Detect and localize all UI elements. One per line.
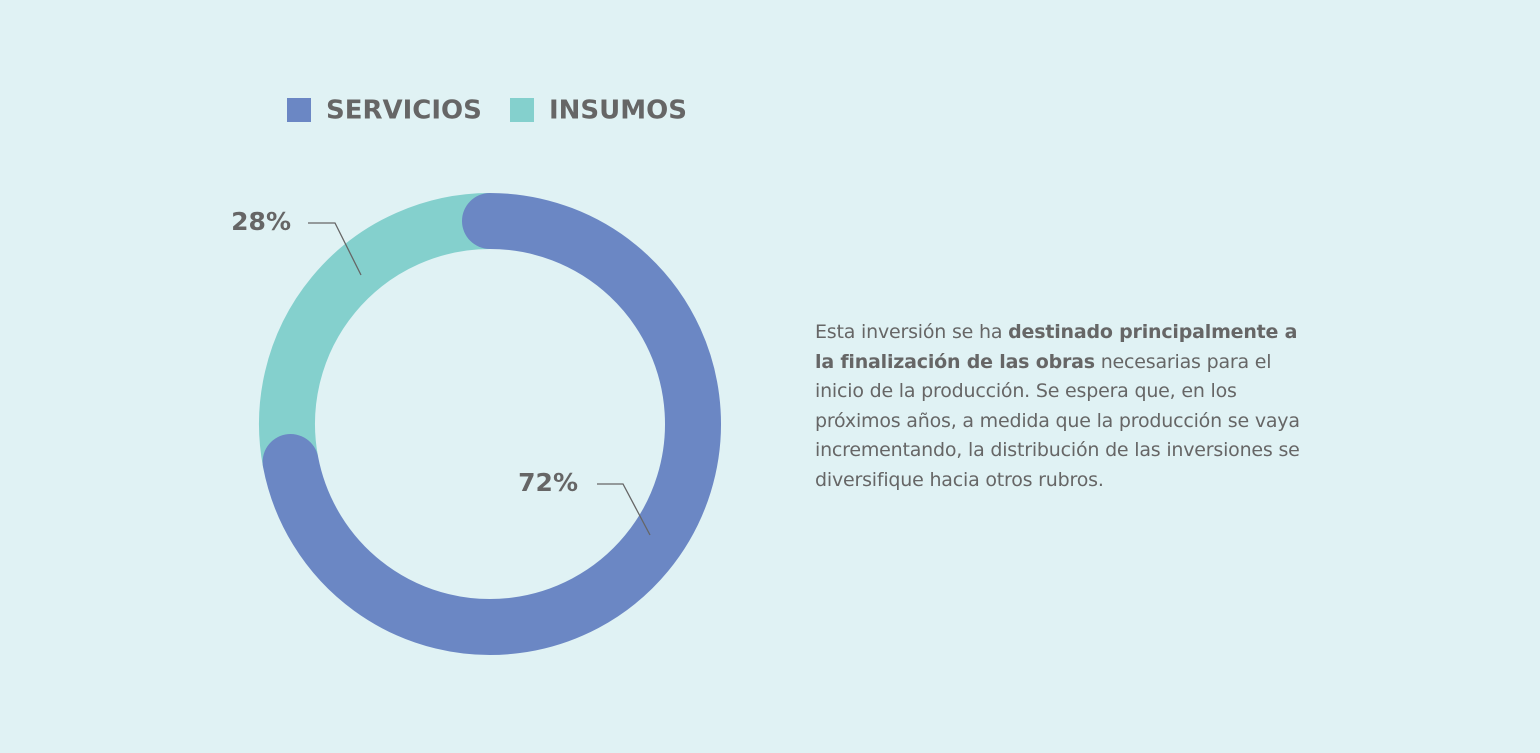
leader-line [308, 222, 362, 276]
legend-swatch [510, 98, 534, 122]
legend-label: INSUMOS [549, 96, 687, 126]
legend-label: SERVICIOS [326, 96, 482, 126]
chart: SERVICIOS INSUMOS 72% 28% [231, 96, 721, 655]
value-label: 28% [231, 207, 291, 236]
description-text: Esta inversión se ha [815, 321, 1009, 343]
donut-segment [259, 193, 491, 468]
leader-line [597, 483, 651, 536]
value-label: 72% [518, 468, 578, 497]
donut-segment [262, 193, 721, 655]
description: Esta inversión se ha destinado principal… [815, 318, 1310, 495]
legend-swatch [287, 98, 311, 122]
description-text: destinado principalmente a la finalizaci… [815, 321, 1298, 373]
description-text: necesarias para el inicio de la producci… [815, 350, 1300, 491]
